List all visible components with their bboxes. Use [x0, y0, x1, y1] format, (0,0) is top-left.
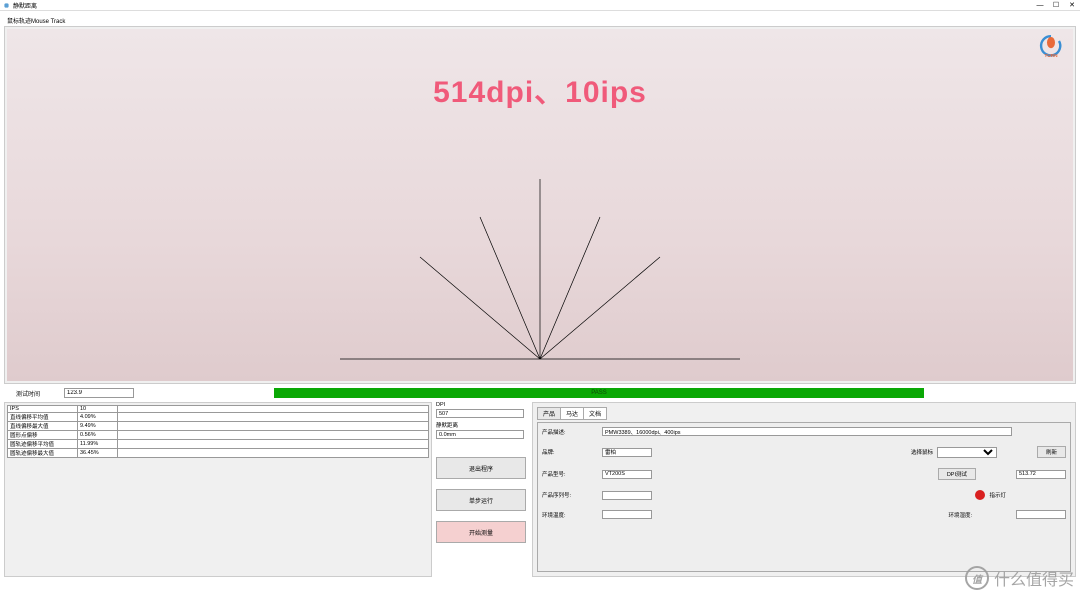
- minimize-button[interactable]: —: [1032, 0, 1048, 11]
- stats-table: IPS10直线偏移平均值4.09%直线偏移最大值9.49%圆形点偏移0.56%圆…: [7, 405, 429, 458]
- mouse-track-canvas: 514dpi、10ips TURN: [7, 29, 1073, 381]
- table-row: 直线偏移最大值9.49%: [8, 422, 429, 431]
- desc-input[interactable]: [602, 427, 1012, 436]
- stats-panel: IPS10直线偏移平均值4.09%直线偏移最大值9.49%圆形点偏移0.56%圆…: [4, 402, 432, 577]
- desc-label: 产品描述:: [542, 428, 602, 436]
- start-button[interactable]: 开始测量: [436, 521, 526, 543]
- brand-input[interactable]: [602, 448, 652, 457]
- indicator-label: 指示灯: [989, 491, 1006, 499]
- test-time-input[interactable]: [64, 388, 134, 398]
- mouse-select[interactable]: [937, 447, 997, 458]
- serial-input[interactable]: [602, 491, 652, 500]
- pass-status-bar: PASS: [274, 388, 924, 398]
- svg-text:TURN: TURN: [1044, 53, 1058, 59]
- indicator-dot-icon: [975, 490, 985, 500]
- dpi-test-button[interactable]: DPI测试: [938, 468, 976, 480]
- titlebar: 静默距离: [0, 0, 1080, 11]
- tab-doc[interactable]: 文档: [583, 407, 607, 420]
- canvas-panel: 514dpi、10ips TURN: [4, 26, 1076, 384]
- step-button[interactable]: 单步运行: [436, 489, 526, 511]
- watermark-text: 什么值得买: [994, 566, 1074, 590]
- distance-label: 静默距离: [436, 421, 528, 429]
- maximize-button[interactable]: ☐: [1048, 0, 1064, 11]
- exit-button[interactable]: 退出程序: [436, 457, 526, 479]
- model-input[interactable]: [602, 470, 652, 479]
- tabs: 产品 马达 文档: [537, 407, 1071, 420]
- turn-logo-icon: TURN: [1035, 33, 1067, 58]
- refresh-button[interactable]: 刷新: [1037, 446, 1066, 458]
- temp-label: 环境温度:: [542, 511, 602, 519]
- table-row: 直线偏移平均值4.09%: [8, 413, 429, 422]
- table-row: 圆形点偏移0.56%: [8, 431, 429, 440]
- table-row: 圆轨迹偏移最大值36.45%: [8, 449, 429, 458]
- status-row: 测试时间 PASS: [4, 388, 1076, 398]
- temp-input[interactable]: [602, 510, 652, 519]
- app-icon: [3, 2, 10, 9]
- table-row: IPS10: [8, 406, 429, 413]
- control-panel: DPI 静默距离 退出程序 单步运行 开始测量: [436, 402, 528, 577]
- close-button[interactable]: ✕: [1064, 0, 1080, 11]
- dpi-input[interactable]: [436, 409, 524, 418]
- test-time-label: 测试时间: [4, 389, 64, 398]
- model-label: 产品型号:: [542, 470, 602, 478]
- humidity-label: 环境湿度:: [948, 511, 972, 519]
- serial-label: 产品序列号:: [542, 491, 602, 499]
- watermark: 值 什么值得买: [965, 566, 1074, 590]
- table-row: 圆轨迹偏移平均值11.99%: [8, 440, 429, 449]
- tab-content: 产品描述: 品牌: 选择鼠标 刷新 产品型号: DPI测试: [537, 422, 1071, 572]
- panel-title: 鼠标轨迹Mouse Track: [4, 15, 1076, 26]
- app-title: 静默距离: [13, 1, 37, 10]
- window-controls: — ☐ ✕: [1032, 0, 1080, 11]
- dpi-test-result[interactable]: [1016, 470, 1066, 479]
- distance-input[interactable]: [436, 430, 524, 439]
- dpi-ips-heading: 514dpi、10ips: [7, 29, 1073, 111]
- brand-label: 品牌:: [542, 448, 602, 456]
- tab-product[interactable]: 产品: [537, 407, 561, 420]
- bottom-area: IPS10直线偏移平均值4.09%直线偏移最大值9.49%圆形点偏移0.56%圆…: [4, 402, 1076, 577]
- watermark-badge-icon: 值: [965, 566, 989, 590]
- dpi-label: DPI: [436, 402, 528, 408]
- humidity-input[interactable]: [1016, 510, 1066, 519]
- product-panel: 产品 马达 文档 产品描述: 品牌: 选择鼠标 刷新: [532, 402, 1076, 577]
- tab-motor[interactable]: 马达: [560, 407, 584, 420]
- select-mouse-label: 选择鼠标: [911, 448, 933, 456]
- fan-diagram: [270, 169, 810, 369]
